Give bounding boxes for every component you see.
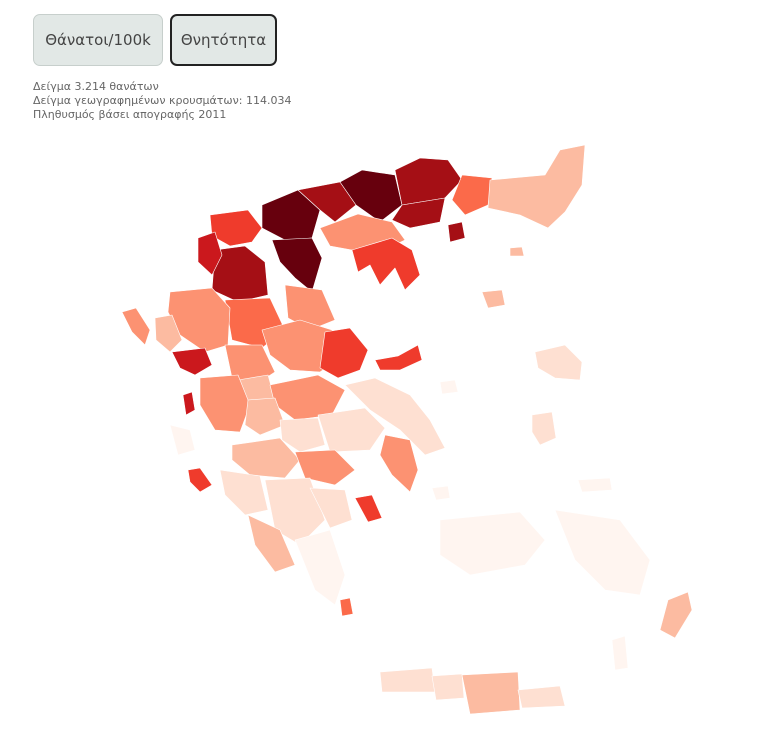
region-kefalonia[interactable] bbox=[169, 424, 196, 456]
region-karpathos[interactable] bbox=[611, 635, 629, 671]
region-chalkidiki[interactable] bbox=[351, 237, 421, 291]
region-kastoria[interactable] bbox=[197, 231, 223, 276]
region-skyros[interactable] bbox=[439, 379, 459, 395]
region-dodecanese[interactable] bbox=[554, 509, 651, 596]
region-thesprotia[interactable] bbox=[154, 314, 183, 353]
region-heraklion[interactable] bbox=[461, 671, 521, 715]
region-kavala[interactable] bbox=[391, 197, 446, 229]
region-samos[interactable] bbox=[577, 477, 613, 493]
region-corfu[interactable] bbox=[121, 307, 151, 346]
cases-sample-note: Δείγμα γεωγραφημένων κρουσμάτων: 114.034 bbox=[33, 94, 292, 107]
data-notes: Δείγμα 3.214 θανάτων Δείγμα γεωγραφημένω… bbox=[33, 80, 291, 122]
region-ilia[interactable] bbox=[219, 469, 269, 516]
region-pieria[interactable] bbox=[284, 284, 336, 331]
region-achaia[interactable] bbox=[231, 437, 301, 479]
region-saronic[interactable] bbox=[354, 494, 383, 523]
region-evrytania[interactable] bbox=[244, 397, 286, 436]
region-lasithi[interactable] bbox=[517, 685, 566, 709]
region-kilkis[interactable] bbox=[297, 181, 357, 223]
region-chios[interactable] bbox=[531, 411, 557, 446]
region-argolida[interactable] bbox=[309, 487, 353, 529]
region-chania[interactable] bbox=[379, 667, 436, 693]
region-evros[interactable] bbox=[487, 144, 586, 229]
region-skiathos-skopelos[interactable] bbox=[374, 344, 423, 371]
region-arcadia[interactable] bbox=[264, 477, 326, 546]
region-lesvos[interactable] bbox=[534, 344, 583, 381]
region-cyclades[interactable] bbox=[439, 511, 546, 576]
metric-toggle: Θάνατοι/100k Θνητότητα bbox=[33, 14, 277, 66]
region-zakynthos[interactable] bbox=[187, 467, 213, 493]
case-fatality-button[interactable]: Θνητότητα bbox=[170, 14, 277, 66]
region-drama[interactable] bbox=[394, 157, 463, 206]
region-evia[interactable] bbox=[344, 377, 446, 456]
region-limnos[interactable] bbox=[481, 289, 506, 309]
region-aitoloakarnania[interactable] bbox=[199, 374, 251, 433]
region-rhodes[interactable] bbox=[659, 591, 693, 639]
region-thasos[interactable] bbox=[447, 221, 466, 243]
region-preveza[interactable] bbox=[171, 347, 213, 376]
deaths-per-100k-button[interactable]: Θάνατοι/100k bbox=[33, 14, 163, 66]
region-imathia[interactable] bbox=[271, 237, 323, 293]
deaths-sample-note: Δείγμα 3.214 θανάτων bbox=[33, 80, 159, 93]
population-note: Πληθυσμός βάσει απογραφής 2011 bbox=[33, 108, 227, 121]
region-attica[interactable] bbox=[379, 434, 419, 493]
region-samothraki[interactable] bbox=[509, 246, 525, 257]
region-corinthia[interactable] bbox=[294, 449, 356, 486]
region-kythira[interactable] bbox=[339, 597, 354, 617]
region-lefkada[interactable] bbox=[182, 391, 196, 416]
region-xanthi-rodopi[interactable] bbox=[451, 174, 493, 216]
region-messinia[interactable] bbox=[247, 514, 296, 573]
region-fokida[interactable] bbox=[279, 417, 326, 453]
region-magnesia[interactable] bbox=[319, 327, 369, 379]
region-rethymno[interactable] bbox=[431, 673, 465, 701]
region-lakonia[interactable] bbox=[294, 529, 346, 606]
region-viotia[interactable] bbox=[317, 407, 386, 453]
map-regions bbox=[121, 144, 693, 715]
region-andros[interactable] bbox=[431, 485, 451, 501]
